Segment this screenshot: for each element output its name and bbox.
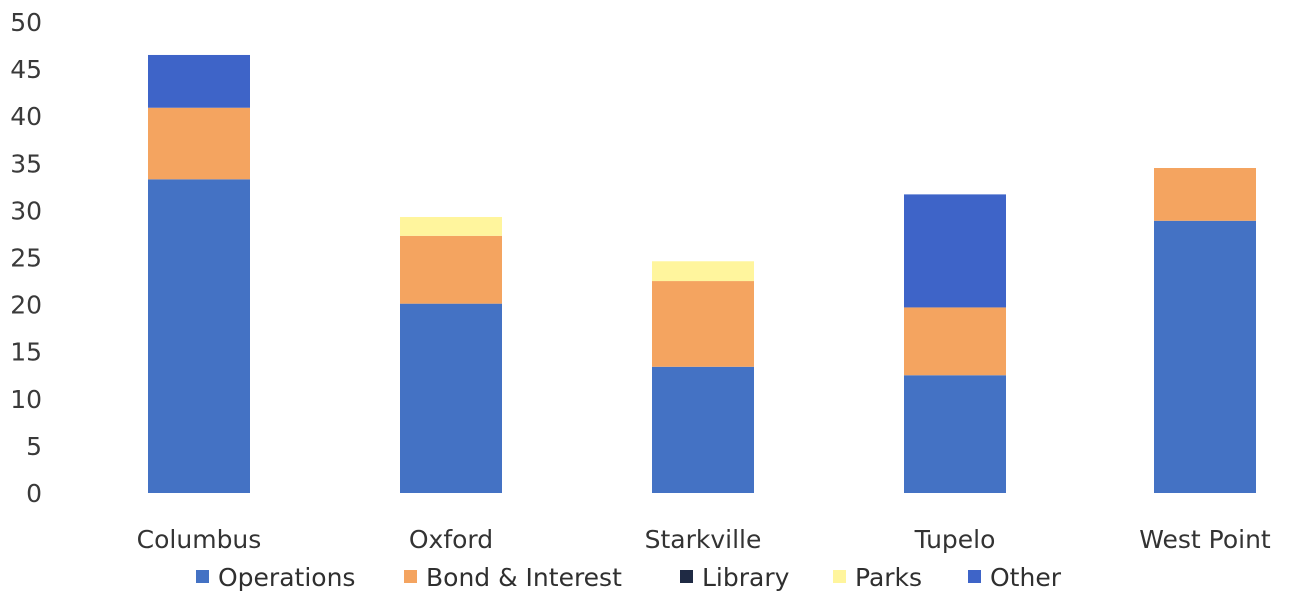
legend-swatch <box>968 570 981 583</box>
bar-segment <box>1154 168 1256 221</box>
y-tick-label: 50 <box>10 8 42 37</box>
bar-stack <box>904 194 1006 493</box>
bar-stack <box>652 261 754 493</box>
legend: Operations Bond & Interest Library Parks Oth… <box>196 563 1062 592</box>
legend-swatch <box>404 570 417 583</box>
y-tick-label: 35 <box>10 149 42 178</box>
bar-segment <box>400 303 502 493</box>
bar-area <box>148 54 1256 493</box>
x-tick-label: Tupelo <box>914 525 996 554</box>
bar-segment <box>148 54 250 108</box>
bar-segment <box>1154 220 1256 493</box>
y-tick-label: 25 <box>10 244 42 273</box>
bar-stack <box>400 216 502 493</box>
bar-segment <box>400 235 502 304</box>
y-tick-label: 5 <box>26 432 42 461</box>
y-tick-label: 40 <box>10 102 42 131</box>
x-tick-label: Oxford <box>409 525 493 554</box>
y-tick-label: 0 <box>26 479 42 508</box>
y-tick-label: 45 <box>10 55 42 84</box>
bar-segment <box>904 194 1006 308</box>
legend-swatch <box>196 570 209 583</box>
legend-item: Parks <box>833 563 922 592</box>
legend-swatch <box>680 570 693 583</box>
y-tick-label: 10 <box>10 385 42 414</box>
legend-label: Parks <box>855 563 922 592</box>
x-tick-label: Columbus <box>137 525 262 554</box>
y-tick-label: 30 <box>10 196 42 225</box>
x-tick-label: West Point <box>1139 525 1271 554</box>
x-tick-label: Starkville <box>645 525 762 554</box>
x-axis: Columbus Oxford Starkville Tupelo West Point <box>137 525 1271 554</box>
bar-segment <box>904 307 1006 376</box>
legend-label: Bond & Interest <box>426 563 622 592</box>
bar-segment <box>400 216 502 236</box>
y-axis: 0 5 10 15 20 25 30 35 40 45 50 <box>10 8 42 508</box>
y-tick-label: 15 <box>10 338 42 367</box>
legend-label: Operations <box>218 563 355 592</box>
legend-item: Library <box>680 563 790 592</box>
legend-label: Other <box>990 563 1062 592</box>
bar-segment <box>652 261 754 282</box>
legend-swatch <box>833 570 846 583</box>
bar-stack <box>148 54 250 493</box>
bar-segment <box>148 179 250 493</box>
legend-item: Other <box>968 563 1062 592</box>
bar-segment <box>148 107 250 180</box>
bar-segment <box>652 281 754 367</box>
legend-item: Operations <box>196 563 355 592</box>
bar-segment <box>904 375 1006 493</box>
bar-stack <box>1154 168 1256 493</box>
legend-item: Bond & Interest <box>404 563 622 592</box>
bar-segment <box>652 366 754 493</box>
legend-label: Library <box>702 563 790 592</box>
y-tick-label: 20 <box>10 291 42 320</box>
